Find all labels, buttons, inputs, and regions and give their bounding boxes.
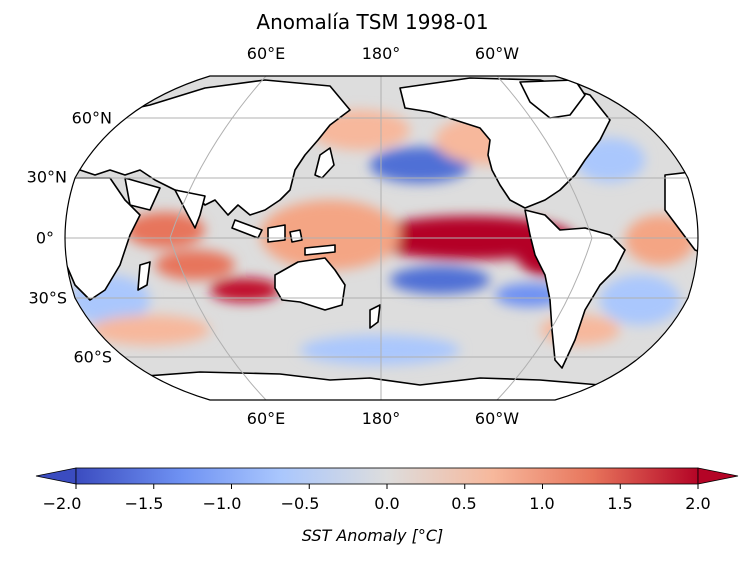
top-lon-label-60w: 60°W [474, 44, 520, 63]
colorbar-label: SST Anomaly [°C] [301, 526, 444, 545]
lat-label-30n: 30°N [26, 167, 67, 187]
colorbar-tick-label: −2.0 [42, 494, 82, 513]
colorbar-tick-label: −1.0 [202, 494, 242, 513]
map-title: Anomalía TSM 1998-01 [256, 10, 489, 34]
colorbar-tick-label: 1.5 [607, 494, 633, 513]
bottom-lon-label-180: 180° [361, 409, 401, 428]
graticule [65, 76, 698, 400]
top-lon-label-60e: 60°E [246, 44, 286, 63]
lat-label-60s: 60°S [73, 347, 112, 367]
colorbar-tick-label: −0.5 [280, 494, 320, 513]
colorbar-tick-label: 2.0 [685, 494, 711, 513]
lat-label-0: 0° [35, 228, 54, 248]
map-outline [64, 75, 699, 401]
colorbar-gradient [75, 467, 699, 485]
colorbar-tick-label: −1.5 [124, 494, 164, 513]
colorbar-tick-label: 0.5 [451, 494, 477, 513]
lat-label-30s: 30°S [28, 288, 67, 308]
colorbar-tick-label: 0.0 [374, 494, 400, 513]
colorbar [35, 467, 739, 489]
sst-anomaly-field [65, 76, 698, 400]
colorbar-max-extend-arrow [697, 467, 739, 485]
lat-label-60n: 60°N [71, 108, 112, 128]
colorbar-tick-label: 1.0 [529, 494, 555, 513]
top-lon-label-180: 180° [361, 44, 401, 63]
bottom-lon-label-60w: 60°W [474, 409, 520, 428]
bottom-lon-label-60e: 60°E [246, 409, 286, 428]
colorbar-min-extend-arrow [35, 467, 77, 485]
